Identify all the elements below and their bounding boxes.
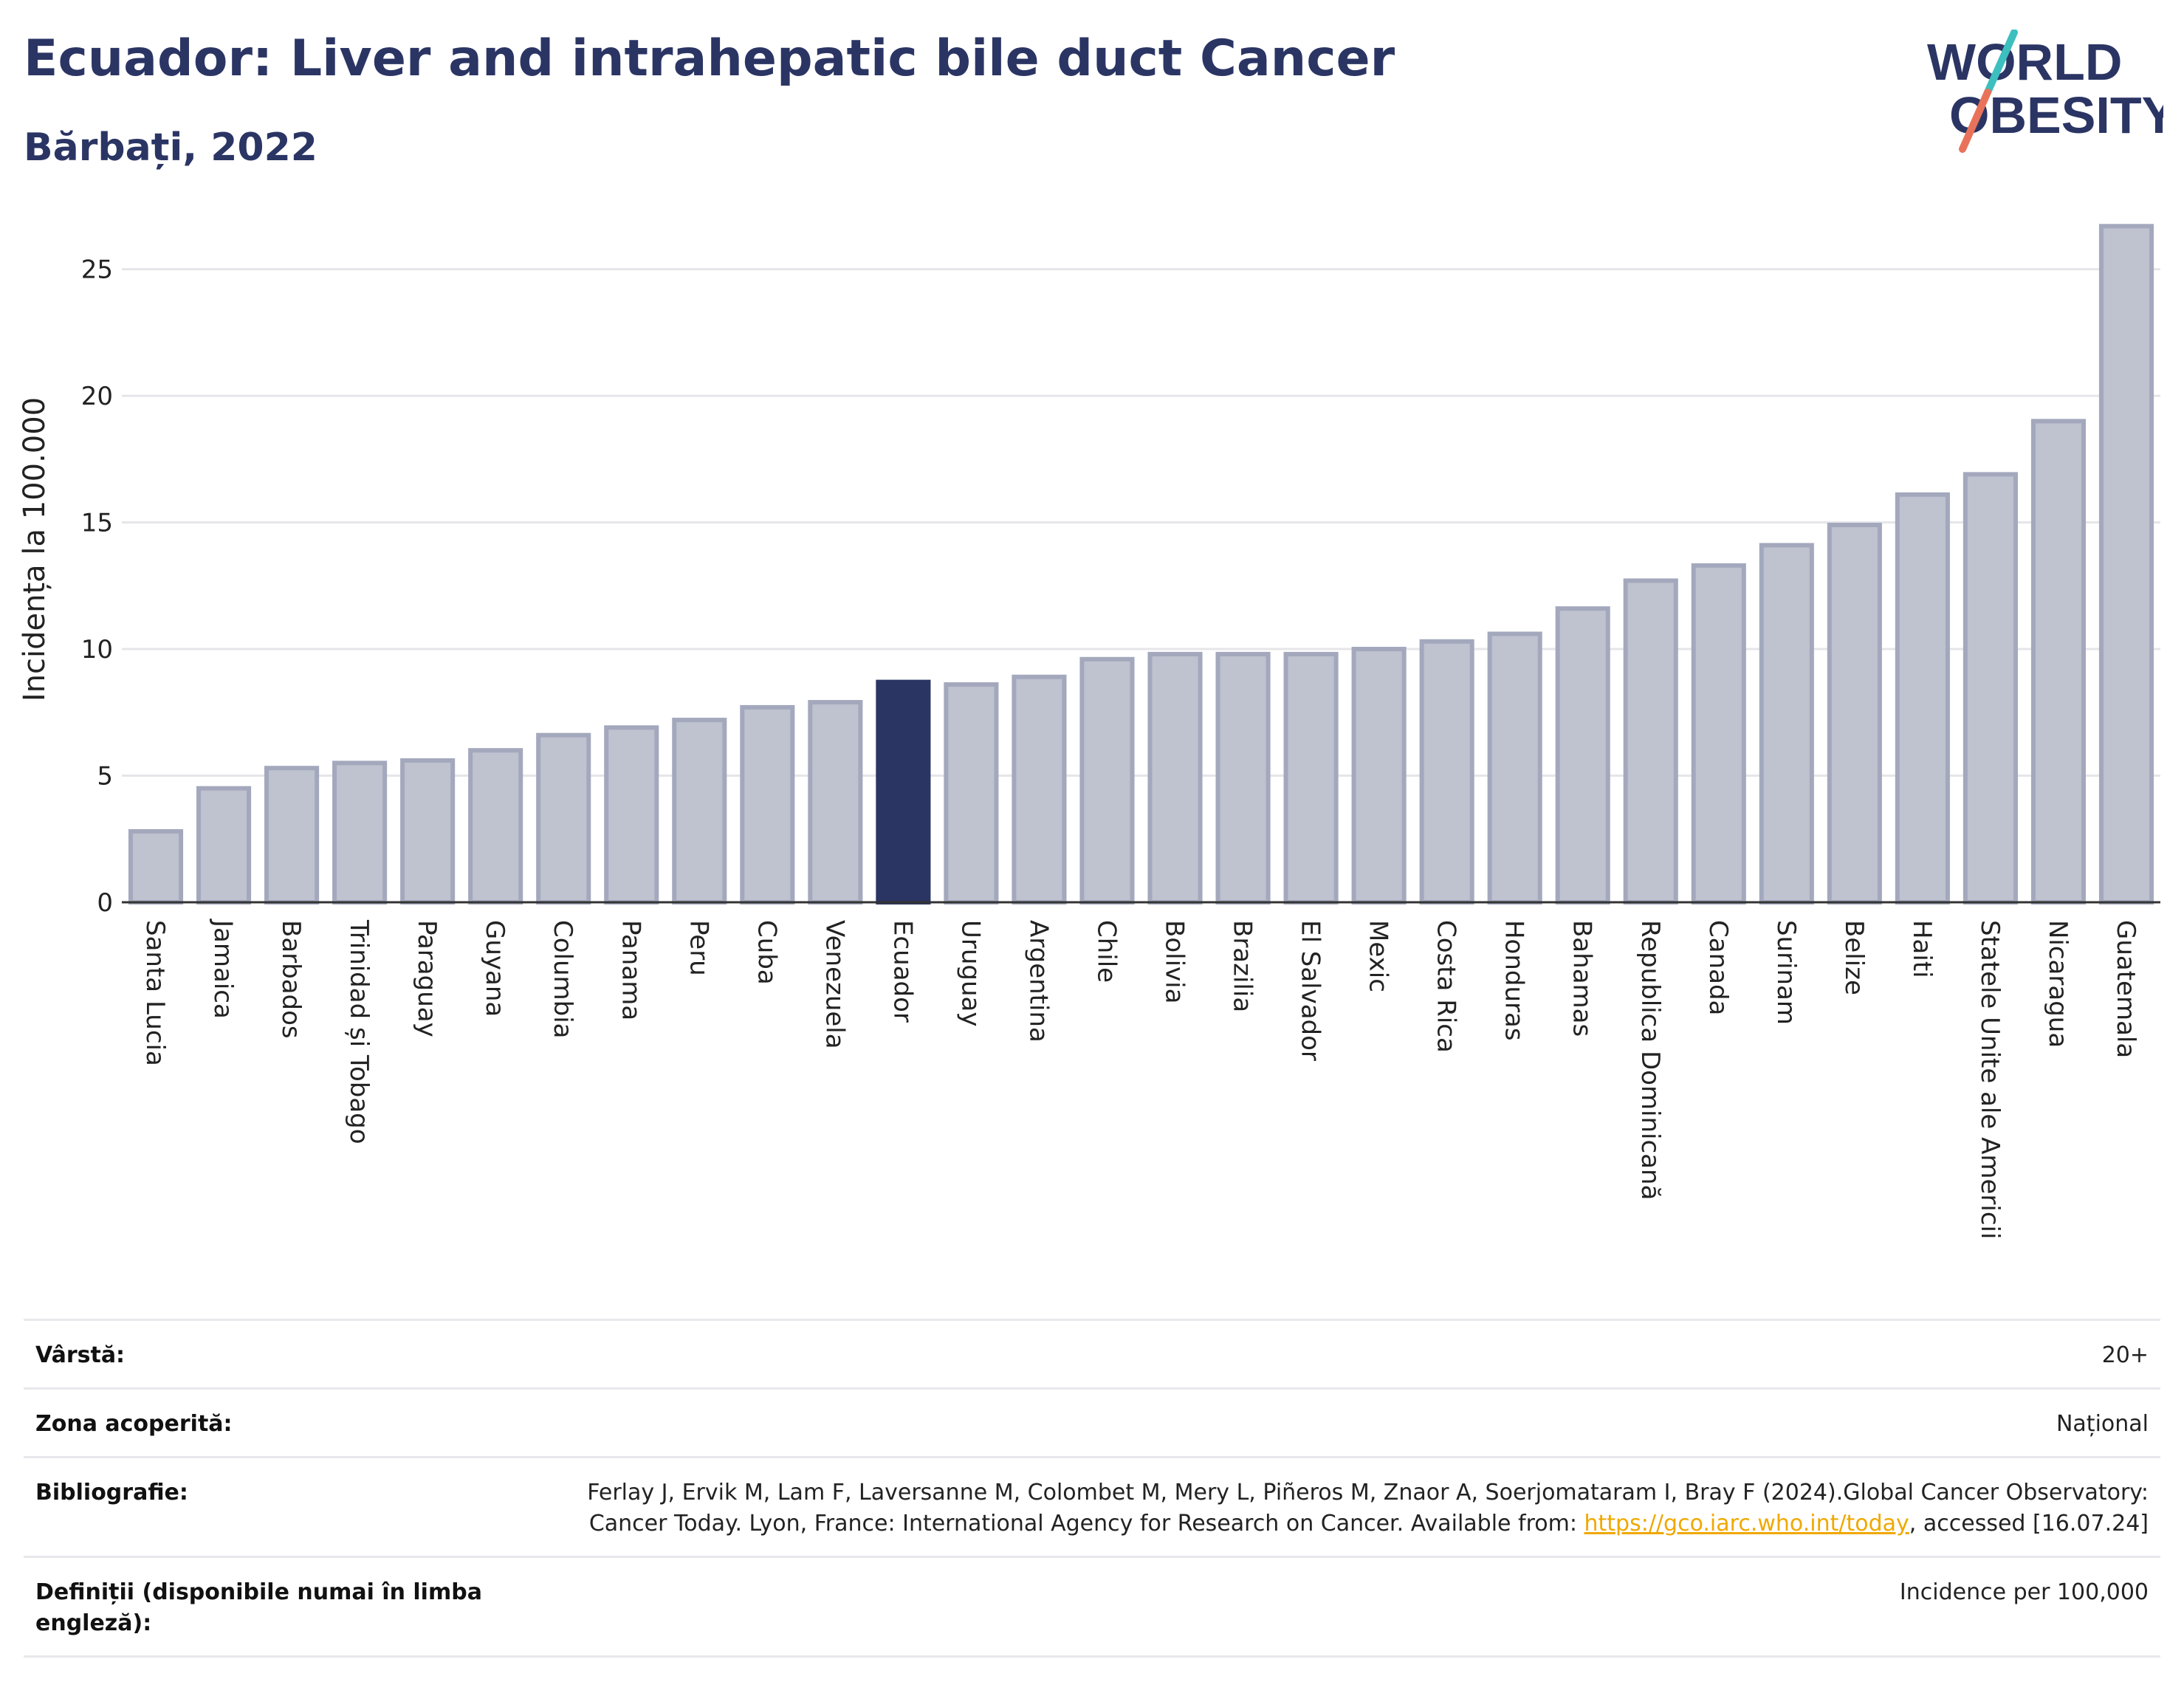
x-tick-label: Belize	[1839, 920, 1869, 995]
logo-graphic: WORLD OBESITY	[1927, 29, 2176, 153]
bar-canada[interactable]	[1691, 563, 1746, 904]
bar-brazilia[interactable]	[1215, 651, 1271, 904]
y-axis-label: Incidența la 100.000	[18, 397, 52, 701]
bar-santa-lucia[interactable]	[128, 828, 184, 904]
x-tick-label: Jamaica	[208, 919, 238, 1019]
x-tick-label: Columbia	[548, 920, 577, 1039]
meta-row-age: Vârstă: 20+	[24, 1319, 2160, 1387]
x-tick-label: Costa Rica	[1432, 920, 1461, 1053]
x-tick-label: Haiti	[1907, 920, 1937, 978]
meta-row-coverage: Zona acoperită: Național	[24, 1387, 2160, 1456]
bar-argentina[interactable]	[1012, 674, 1067, 904]
x-tick-label: Chile	[1091, 920, 1121, 983]
chart-subtitle: Bărbați, 2022	[24, 126, 317, 170]
bar-bahamas[interactable]	[1555, 606, 1610, 904]
bar-mexic[interactable]	[1351, 647, 1407, 904]
x-tick-label: Paraguay	[412, 920, 442, 1037]
x-tick-label: Trinidad și Tobago	[344, 919, 374, 1144]
bar-nicaragua[interactable]	[2030, 419, 2087, 904]
bar-haiti[interactable]	[1895, 492, 1950, 904]
world-obesity-logo[interactable]: WORLD OBESITY	[1927, 29, 2176, 155]
bar-uruguay[interactable]	[944, 682, 999, 905]
bar-cuba[interactable]	[740, 704, 795, 904]
x-tick-label: Brazilia	[1228, 920, 1257, 1012]
bibliography-text: Ferlay J, Ervik M, Lam F, Laversanne M, …	[587, 1480, 2149, 1537]
bar-statele-unite-ale-americii[interactable]	[1962, 472, 2018, 904]
metadata-table: Vârstă: 20+ Zona acoperită: Național Bib…	[24, 1319, 2160, 1658]
x-tick-label: Canada	[1703, 920, 1733, 1015]
x-tick-label: Argentina	[1023, 920, 1053, 1043]
x-tick-label: Surinam	[1771, 920, 1801, 1025]
bar-bolivia[interactable]	[1147, 651, 1203, 904]
bar-ecuador[interactable]	[876, 679, 931, 904]
y-tick-label: 20	[81, 382, 113, 411]
logo-line1: WORLD	[1927, 33, 2122, 91]
y-tick-label: 10	[81, 635, 113, 665]
meta-key-bibliography: Bibliografie:	[35, 1480, 188, 1506]
x-tick-label: El Salvador	[1296, 920, 1325, 1061]
grid-lines	[122, 268, 2160, 777]
y-axis-ticks: 0 5 10 15 20 25	[81, 255, 113, 918]
logo-slash-top	[1984, 29, 2018, 96]
x-tick-label: Guatemala	[2111, 920, 2140, 1058]
bar-paraguay[interactable]	[400, 758, 456, 905]
x-axis-labels: Santa Lucia Jamaica Barbados Trinidad și To…	[140, 919, 2140, 1239]
x-tick-label: Uruguay	[955, 920, 985, 1027]
x-tick-label: Santa Lucia	[140, 920, 170, 1066]
bibliography-accessed: , accessed [16.07.24]	[1909, 1511, 2149, 1537]
meta-key-age: Vârstă:	[35, 1342, 126, 1368]
bar-guatemala[interactable]	[2098, 224, 2154, 904]
meta-value-age: 20+	[2101, 1342, 2149, 1368]
meta-value-definitions: Incidence per 100,000	[1899, 1579, 2149, 1605]
bar-chile[interactable]	[1079, 656, 1135, 904]
meta-key-coverage: Zona acoperită:	[35, 1411, 233, 1437]
chart-title: Ecuador: Liver and intrahepatic bile duc…	[24, 30, 1395, 88]
x-tick-label: Honduras	[1500, 920, 1529, 1041]
bars	[128, 224, 2154, 905]
x-tick-label: Mexic	[1364, 920, 1393, 992]
bar-belize[interactable]	[1827, 522, 1882, 904]
x-tick-label: Bahamas	[1567, 920, 1597, 1037]
x-tick-label: Republica Dominicană	[1635, 920, 1665, 1200]
bar-barbados[interactable]	[264, 766, 320, 904]
bibliography-link[interactable]: https://gco.iarc.who.int/today	[1584, 1511, 1909, 1537]
meta-row-bibliography: Bibliografie: Ferlay J, Ervik M, Lam F, …	[24, 1456, 2160, 1556]
x-tick-label: Guyana	[480, 920, 509, 1017]
x-tick-label: Bolivia	[1160, 920, 1189, 1003]
x-tick-label: Peru	[684, 920, 713, 976]
meta-row-definitions: Definiții (disponibile numai în limba en…	[24, 1556, 2160, 1658]
x-tick-label: Nicaragua	[2043, 920, 2073, 1048]
meta-key-definitions: Definiții (disponibile numai în limba en…	[35, 1579, 482, 1636]
bar-venezuela[interactable]	[808, 700, 863, 904]
x-tick-label: Cuba	[752, 920, 781, 985]
y-tick-label: 15	[81, 509, 113, 538]
bar-chart: 0 5 10 15 20 25 Santa Lucia Jamaica Barbados Tri…	[18, 224, 2160, 1239]
x-tick-label: Venezuela	[820, 920, 849, 1049]
y-tick-label: 0	[97, 888, 113, 918]
y-tick-label: 25	[81, 255, 113, 285]
meta-value-coverage: Național	[2056, 1411, 2149, 1437]
logo-slash-bottom	[1959, 89, 1991, 153]
bar-columbia[interactable]	[536, 732, 591, 905]
bar-honduras[interactable]	[1487, 631, 1542, 905]
bar-guyana[interactable]	[468, 748, 523, 904]
bar-trinidad-și-tobago[interactable]	[332, 761, 388, 904]
meta-value-bibliography: Ferlay J, Ervik M, Lam F, Laversanne M, …	[524, 1477, 2149, 1539]
bar-jamaica[interactable]	[196, 786, 252, 904]
x-tick-label: Statele Unite ale Americii	[1975, 920, 2005, 1239]
bar-peru[interactable]	[672, 718, 727, 904]
bar-republica-dominicană[interactable]	[1623, 578, 1678, 904]
bar-panama[interactable]	[604, 725, 659, 904]
x-tick-label: Panama	[616, 920, 645, 1020]
bar-el-salvador[interactable]	[1283, 651, 1339, 904]
y-tick-label: 5	[97, 762, 113, 792]
x-tick-label: Barbados	[276, 920, 306, 1039]
bar-costa-rica[interactable]	[1419, 639, 1474, 905]
x-tick-label: Ecuador	[887, 920, 917, 1023]
bar-surinam[interactable]	[1759, 543, 1814, 905]
